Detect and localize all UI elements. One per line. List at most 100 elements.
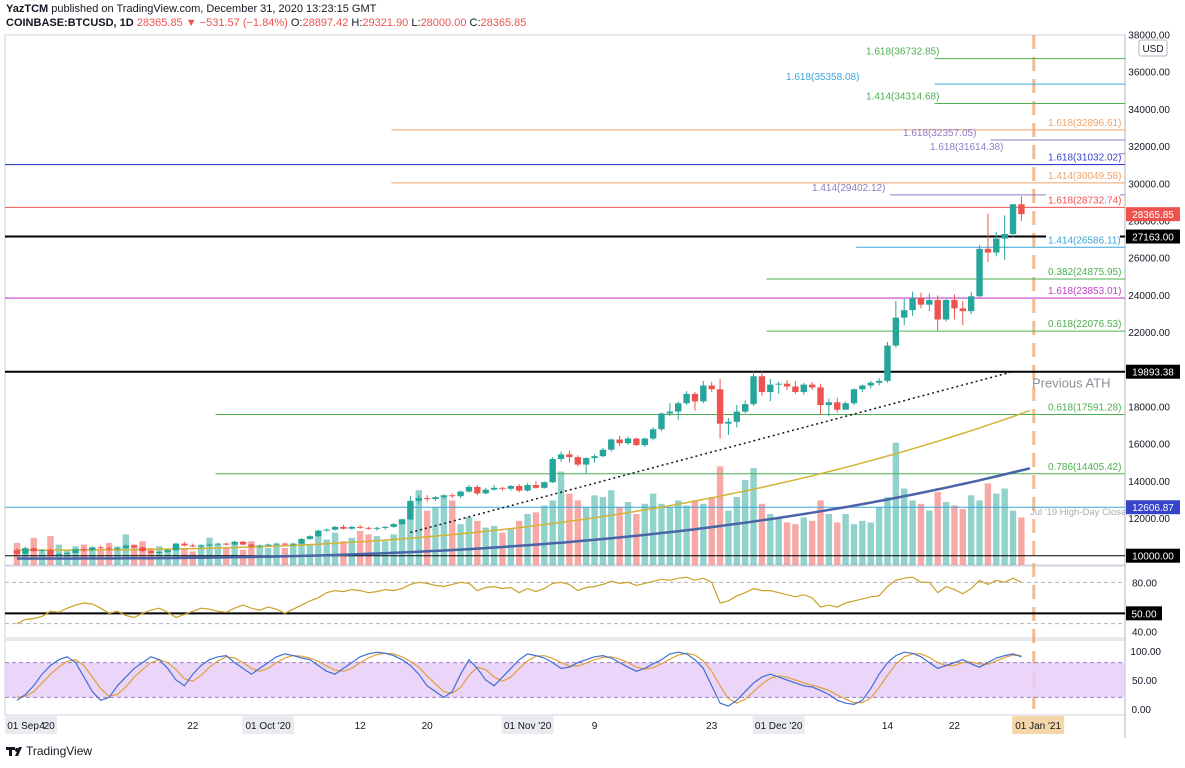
time-axis-label: 01 Sep '20 xyxy=(7,721,55,732)
volume-bar xyxy=(582,507,590,565)
time-axis-label: 12 xyxy=(355,721,367,732)
volume-bar xyxy=(105,542,113,565)
last-price: 28365.85 xyxy=(136,17,183,29)
candle-body xyxy=(516,485,523,491)
candle-body xyxy=(465,486,473,492)
candle-body xyxy=(30,548,37,552)
fib-level-label: 1.414(29402.12) xyxy=(812,183,885,194)
symbol-label[interactable]: COINBASE:BTCUSD, 1D xyxy=(6,17,134,29)
volume-bar xyxy=(298,541,305,565)
volume-bar xyxy=(214,544,222,565)
volume-bar xyxy=(130,544,138,565)
candle-body xyxy=(114,548,121,550)
time-axis-label: 4 xyxy=(39,721,45,732)
candle-body xyxy=(13,550,21,554)
publisher-name[interactable]: YazTCM xyxy=(6,3,49,15)
candle-body xyxy=(934,300,941,320)
volume-bar xyxy=(917,503,925,565)
price-tick-label: 38000.00 xyxy=(1128,31,1170,42)
candle-body xyxy=(55,553,63,555)
candle-body xyxy=(382,526,389,528)
candle-body xyxy=(440,495,448,498)
price-tag-label: 27163.00 xyxy=(1132,233,1174,244)
candle-body xyxy=(423,498,431,500)
candle-body xyxy=(490,487,498,490)
volume-bar xyxy=(532,512,540,565)
fib-level-label: 1.414(34314.68) xyxy=(866,92,939,103)
rsi-pane xyxy=(4,565,1126,639)
candle-body xyxy=(181,543,188,546)
volume-bar xyxy=(549,500,556,565)
candle-body xyxy=(22,548,29,554)
candle-body xyxy=(256,545,263,547)
fib-label-bg xyxy=(1046,116,1120,129)
volume-bar xyxy=(825,514,833,565)
candle-body xyxy=(641,438,648,446)
candle-body xyxy=(691,393,699,402)
price-tick-label: 32000.00 xyxy=(1128,142,1170,153)
candle-body xyxy=(666,411,674,414)
volume-bar xyxy=(608,490,615,565)
candle-body xyxy=(741,404,749,412)
candle-body xyxy=(306,536,314,539)
time-label-box xyxy=(501,716,554,734)
close-label: C: xyxy=(469,17,481,29)
candle-body xyxy=(901,310,908,318)
time-axis-label: 22 xyxy=(949,721,961,732)
volume-bar xyxy=(993,493,1000,565)
candle-body xyxy=(775,383,782,385)
price-tick-label: 34000.00 xyxy=(1128,105,1170,116)
volume-bar xyxy=(348,537,355,565)
volume-bar xyxy=(407,505,414,565)
volume-bar xyxy=(808,520,816,565)
price-tag-bg xyxy=(1126,548,1180,563)
fib-level-label: 1.414(26586.11) xyxy=(1048,235,1121,246)
candle-body xyxy=(842,403,849,410)
time-axis-label: 01 Dec '20 xyxy=(755,721,803,732)
ma-50-line xyxy=(17,409,1031,551)
fib-label-bg xyxy=(1046,266,1120,279)
candle-body xyxy=(850,389,858,404)
fib-label-bg xyxy=(1046,234,1120,247)
candle-body xyxy=(808,384,816,388)
volume-bar xyxy=(616,507,623,565)
candle-body xyxy=(541,482,548,488)
candle-body xyxy=(323,529,330,531)
volume-bar xyxy=(909,500,916,565)
candle-body xyxy=(147,551,155,553)
candle-body xyxy=(917,298,925,305)
candle-body xyxy=(474,486,481,494)
candle-body xyxy=(825,402,833,406)
candle-body xyxy=(993,238,1000,253)
candle-body xyxy=(792,386,799,393)
rsi-tag-bg xyxy=(1126,606,1162,621)
time-label-box xyxy=(5,716,57,734)
tradingview-brand[interactable]: TradingView xyxy=(26,744,93,758)
candle-body xyxy=(884,345,891,381)
candle-body xyxy=(47,550,54,555)
volume-bar xyxy=(1009,510,1017,565)
candle-body xyxy=(122,545,130,549)
candle-body xyxy=(38,550,46,552)
price-tick-label: 16000.00 xyxy=(1128,440,1170,451)
price-tag-label: 19893.38 xyxy=(1132,368,1174,379)
high-day-close-label: Jul '19 High-Day Close xyxy=(1030,507,1126,518)
time-axis-label: 01 Nov '20 xyxy=(504,721,552,732)
price-tick-label: 28000.00 xyxy=(1128,216,1170,227)
candle-body xyxy=(716,389,724,424)
price-tag-bg xyxy=(1126,500,1180,515)
candle-body xyxy=(248,544,255,547)
candle-body xyxy=(951,300,958,309)
volume-bar xyxy=(775,517,782,565)
fib-level-label: 0.618(17591.28) xyxy=(1048,403,1121,414)
candle-body xyxy=(407,500,414,520)
low-label: L: xyxy=(411,17,421,29)
candle-body xyxy=(348,526,355,529)
candle-body xyxy=(892,317,900,346)
volume-bar xyxy=(700,503,707,565)
candle-body xyxy=(197,545,205,547)
candle-body xyxy=(758,376,766,393)
volume-bar xyxy=(967,495,975,565)
currency-box xyxy=(1138,39,1168,57)
